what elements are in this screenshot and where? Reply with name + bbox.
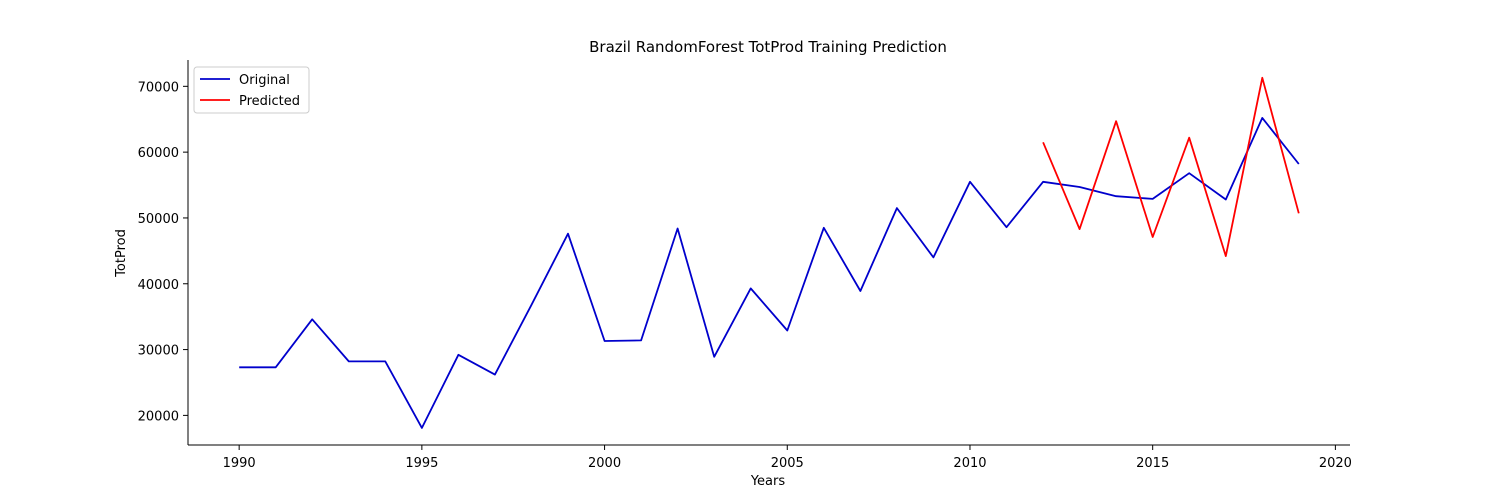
x-tick-label: 2020 (1319, 456, 1352, 471)
legend-label-predicted: Predicted (239, 94, 300, 109)
x-tick-label: 2005 (771, 456, 804, 471)
x-axis-title: Years (750, 474, 786, 489)
y-tick-label: 60000 (138, 146, 179, 161)
x-tick-label: 2015 (1136, 456, 1169, 471)
x-ticks: 1990 1995 2000 2005 2010 2015 2020 (223, 445, 1352, 471)
y-ticks: 20000 30000 40000 50000 60000 70000 (138, 80, 188, 424)
series-line-predicted (1042, 76, 1300, 258)
y-tick-label: 70000 (138, 80, 179, 95)
y-tick-label: 30000 (138, 344, 179, 359)
y-tick-label: 50000 (138, 212, 179, 227)
y-tick-label: 20000 (138, 409, 179, 424)
x-tick-label: 2000 (588, 456, 621, 471)
series-line-original (239, 117, 1300, 429)
legend-label-original: Original (239, 73, 290, 88)
legend: Original Predicted (193, 66, 310, 114)
y-axis-title: TotProd (114, 229, 129, 278)
x-tick-label: 1995 (405, 456, 438, 471)
series-layer (239, 76, 1300, 429)
y-tick-label: 40000 (138, 278, 179, 293)
x-tick-label: 1990 (223, 456, 256, 471)
axes (187, 60, 1350, 446)
chart-title: Brazil RandomForest TotProd Training Pre… (589, 38, 947, 56)
x-tick-label: 2010 (953, 456, 986, 471)
